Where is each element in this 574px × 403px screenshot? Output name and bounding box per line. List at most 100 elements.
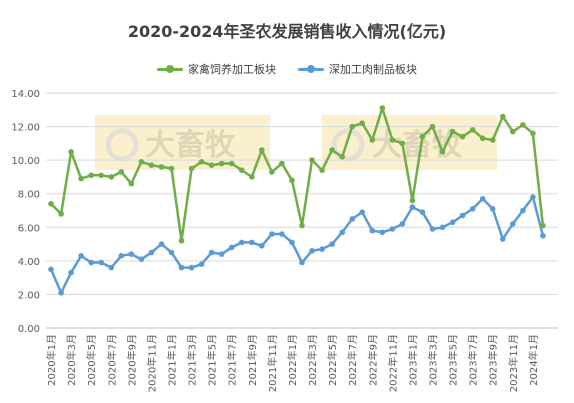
data-point-poultry — [148, 162, 155, 168]
data-point-processed-meat — [228, 244, 235, 251]
data-point-processed-meat — [309, 248, 315, 254]
x-tick-label: 2020年7月 — [105, 334, 118, 386]
data-point-processed-meat — [269, 231, 275, 237]
data-point-poultry — [78, 175, 84, 182]
y-tick-label: 4.00 — [18, 257, 40, 268]
legend-label-processed-meat: 深加工肉制品板块 — [329, 63, 417, 76]
data-point-processed-meat — [48, 266, 54, 273]
x-tick-label: 2021年7月 — [226, 334, 239, 386]
data-point-processed-meat — [379, 229, 386, 236]
data-point-processed-meat — [540, 232, 546, 239]
legend-item-poultry: 家禽饲养加工板块 — [157, 61, 276, 77]
x-tick-label: 2021年11月 — [266, 334, 279, 392]
x-tick-label: 2022年5月 — [326, 334, 339, 386]
x-tick-label: 2023年3月 — [427, 334, 440, 386]
x-tick-label: 2020年9月 — [125, 334, 138, 386]
x-tick-label: 2022年7月 — [346, 334, 359, 386]
watermark-layer: 大畜牧 大畜牧 — [95, 115, 497, 170]
data-point-processed-meat — [148, 249, 155, 256]
y-tick-label: 0.00 — [18, 324, 40, 335]
data-point-processed-meat — [359, 209, 366, 215]
data-point-processed-meat — [439, 224, 446, 231]
data-point-poultry — [429, 123, 436, 130]
x-tick-label: 2024年1月 — [527, 334, 540, 386]
data-point-poultry — [479, 135, 486, 142]
data-point-processed-meat — [459, 212, 466, 219]
data-point-processed-meat — [249, 239, 255, 246]
chart-title: 2020-2024年圣农发展销售收入情况(亿元) — [127, 22, 447, 41]
data-point-poultry — [309, 157, 315, 163]
data-point-processed-meat — [369, 227, 376, 234]
data-point-poultry — [389, 137, 396, 143]
data-point-processed-meat — [339, 229, 346, 236]
x-tick-label: 2020年11月 — [145, 334, 158, 392]
data-point-poultry — [118, 169, 125, 175]
data-point-processed-meat — [520, 207, 526, 214]
data-point-processed-meat — [188, 264, 195, 271]
y-axis-tick-labels: 0.00 2.00 4.00 6.00 8.00 10.00 12.00 14.00 — [11, 89, 40, 335]
x-tick-label: 2020年3月 — [65, 334, 78, 386]
data-point-poultry — [198, 159, 205, 165]
x-tick-label: 2023年9月 — [487, 334, 500, 386]
x-tick-label: 2021年3月 — [186, 334, 199, 386]
data-point-poultry — [108, 174, 115, 180]
data-point-processed-meat — [208, 249, 215, 256]
x-tick-label: 2023年1月 — [406, 334, 419, 386]
data-point-poultry — [379, 105, 386, 111]
data-point-processed-meat — [78, 253, 84, 259]
data-point-processed-meat — [319, 246, 325, 252]
x-tick-label: 2022年9月 — [366, 334, 379, 386]
legend-label-poultry: 家禽饲养加工板块 — [188, 63, 276, 76]
data-point-poultry — [409, 197, 416, 204]
legend-swatch-processed-meat — [298, 63, 324, 75]
data-point-poultry — [510, 128, 516, 135]
y-tick-label: 12.00 — [11, 123, 40, 134]
data-point-processed-meat — [88, 259, 94, 266]
data-point-processed-meat — [419, 209, 426, 215]
legend-swatch-poultry — [157, 63, 183, 75]
x-tick-label: 2023年5月 — [447, 334, 460, 386]
data-point-processed-meat — [299, 259, 305, 266]
data-point-poultry — [68, 149, 74, 155]
x-tick-label: 2020年1月 — [45, 334, 58, 386]
data-point-processed-meat — [510, 221, 516, 227]
data-point-processed-meat — [469, 206, 476, 212]
y-tick-label: 8.00 — [18, 190, 40, 201]
series-line-processed-meat — [49, 195, 545, 295]
y-tick-label: 10.00 — [11, 156, 40, 167]
y-tick-label: 2.00 — [18, 290, 40, 301]
data-point-poultry — [178, 237, 185, 244]
data-point-poultry — [259, 147, 265, 153]
data-point-processed-meat — [479, 196, 486, 202]
data-point-poultry — [489, 137, 496, 143]
data-point-poultry — [329, 147, 335, 153]
data-point-poultry — [469, 127, 476, 133]
data-point-poultry — [299, 222, 305, 229]
data-point-poultry — [218, 160, 225, 167]
data-point-poultry — [399, 140, 406, 147]
x-tick-label: 2021年5月 — [206, 334, 219, 386]
x-tick-label: 2021年1月 — [165, 334, 178, 386]
legend: 家禽饲养加工板块 深加工肉制品板块 — [0, 61, 574, 77]
data-point-poultry — [349, 123, 356, 130]
data-point-processed-meat — [530, 194, 536, 200]
data-point-processed-meat — [349, 216, 356, 222]
data-point-poultry — [369, 137, 376, 143]
data-point-poultry — [58, 211, 64, 217]
data-point-poultry — [188, 165, 195, 172]
data-point-processed-meat — [399, 221, 406, 227]
x-tick-label: 2020年5月 — [85, 334, 98, 386]
data-point-processed-meat — [138, 256, 145, 263]
data-point-poultry — [419, 133, 426, 140]
data-point-processed-meat — [449, 219, 456, 226]
data-point-processed-meat — [118, 253, 125, 259]
data-point-processed-meat — [429, 226, 436, 232]
x-tick-label: 2021年9月 — [246, 334, 259, 386]
data-point-processed-meat — [178, 264, 185, 271]
x-axis-tick-labels: 2020年1月 2020年3月 2020年5月 2020年7月 2020年9月 2020年… — [45, 334, 540, 392]
data-point-poultry — [88, 172, 94, 179]
data-point-processed-meat — [259, 243, 265, 249]
legend-item-processed-meat: 深加工肉制品板块 — [298, 61, 417, 77]
data-point-poultry — [249, 174, 255, 180]
